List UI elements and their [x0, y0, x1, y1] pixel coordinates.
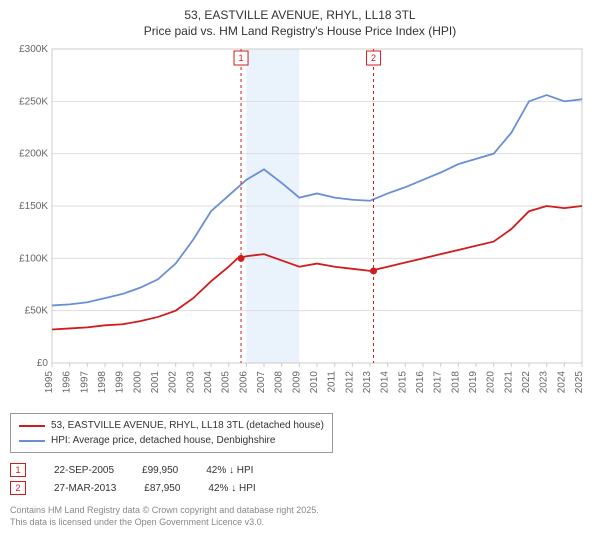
sale-date: 22-SEP-2005	[54, 465, 114, 476]
page-root: 53, EASTVILLE AVENUE, RHYL, LL18 3TL Pri…	[0, 0, 600, 560]
svg-text:1999: 1999	[115, 371, 126, 394]
svg-text:£300K: £300K	[19, 45, 48, 55]
svg-text:2000: 2000	[132, 371, 143, 394]
svg-text:2024: 2024	[556, 371, 567, 394]
legend-label: HPI: Average price, detached house, Denb…	[51, 433, 275, 448]
title-block: 53, EASTVILLE AVENUE, RHYL, LL18 3TL Pri…	[10, 8, 590, 39]
marker-box-icon: 2	[10, 481, 26, 495]
svg-text:2003: 2003	[185, 371, 196, 394]
svg-text:£0: £0	[37, 358, 49, 369]
svg-text:£250K: £250K	[19, 97, 48, 108]
svg-text:2011: 2011	[327, 371, 338, 393]
svg-text:2: 2	[371, 53, 376, 63]
svg-text:2008: 2008	[274, 371, 285, 394]
sale-delta: 42% ↓ HPI	[208, 483, 255, 494]
svg-text:2005: 2005	[221, 371, 232, 394]
sales-table: 1 22-SEP-2005 £99,950 42% ↓ HPI 2 27-MAR…	[10, 461, 590, 497]
chart: £0 £50K £100K £150K £200K £250K £300K 1995 1996 1…	[10, 45, 590, 405]
svg-text:1997: 1997	[79, 371, 90, 394]
legend-swatch	[19, 440, 45, 442]
svg-text:1: 1	[239, 53, 244, 63]
svg-text:£100K: £100K	[19, 254, 48, 265]
sale-price: £99,950	[142, 465, 178, 476]
svg-text:2010: 2010	[309, 371, 320, 394]
table-row: 1 22-SEP-2005 £99,950 42% ↓ HPI	[10, 461, 590, 479]
svg-text:2013: 2013	[362, 371, 373, 394]
svg-text:£50K: £50K	[25, 306, 49, 317]
marker-box-icon: 1	[10, 463, 26, 477]
footer-licence: This data is licensed under the Open Gov…	[10, 517, 590, 529]
legend-swatch	[19, 425, 45, 427]
svg-text:2001: 2001	[150, 371, 161, 394]
svg-text:2002: 2002	[168, 371, 179, 394]
svg-text:£150K: £150K	[19, 201, 48, 212]
svg-text:2020: 2020	[486, 371, 497, 394]
svg-text:2021: 2021	[503, 371, 514, 394]
svg-text:1995: 1995	[44, 371, 55, 394]
legend-row: 53, EASTVILLE AVENUE, RHYL, LL18 3TL (de…	[19, 418, 324, 433]
svg-text:£200K: £200K	[19, 149, 48, 160]
svg-text:2019: 2019	[468, 371, 479, 394]
title-subtitle: Price paid vs. HM Land Registry's House …	[10, 24, 590, 40]
legend-row: HPI: Average price, detached house, Denb…	[19, 433, 324, 448]
chart-svg: £0 £50K £100K £150K £200K £250K £300K 1995 1996 1…	[10, 45, 590, 405]
svg-text:2004: 2004	[203, 371, 214, 394]
footer: Contains HM Land Registry data © Crown c…	[10, 505, 590, 528]
svg-text:2007: 2007	[256, 371, 267, 394]
legend: 53, EASTVILLE AVENUE, RHYL, LL18 3TL (de…	[10, 413, 333, 453]
svg-text:2017: 2017	[433, 371, 444, 394]
svg-text:2023: 2023	[539, 371, 550, 394]
svg-text:2006: 2006	[238, 371, 249, 394]
svg-text:2014: 2014	[380, 371, 391, 394]
sale-delta: 42% ↓ HPI	[206, 465, 253, 476]
title-address: 53, EASTVILLE AVENUE, RHYL, LL18 3TL	[10, 8, 590, 24]
sale-price: £87,950	[144, 483, 180, 494]
legend-label: 53, EASTVILLE AVENUE, RHYL, LL18 3TL (de…	[51, 418, 324, 433]
svg-text:2022: 2022	[521, 371, 532, 394]
svg-text:2025: 2025	[574, 371, 585, 394]
svg-text:2018: 2018	[450, 371, 461, 394]
svg-text:1996: 1996	[62, 371, 73, 394]
table-row: 2 27-MAR-2013 £87,950 42% ↓ HPI	[10, 479, 590, 497]
svg-text:2015: 2015	[397, 371, 408, 394]
svg-text:2009: 2009	[291, 371, 302, 394]
svg-text:2016: 2016	[415, 371, 426, 394]
svg-text:1998: 1998	[97, 371, 108, 394]
footer-copyright: Contains HM Land Registry data © Crown c…	[10, 505, 590, 517]
sale-date: 27-MAR-2013	[54, 483, 116, 494]
svg-text:2012: 2012	[344, 371, 355, 394]
